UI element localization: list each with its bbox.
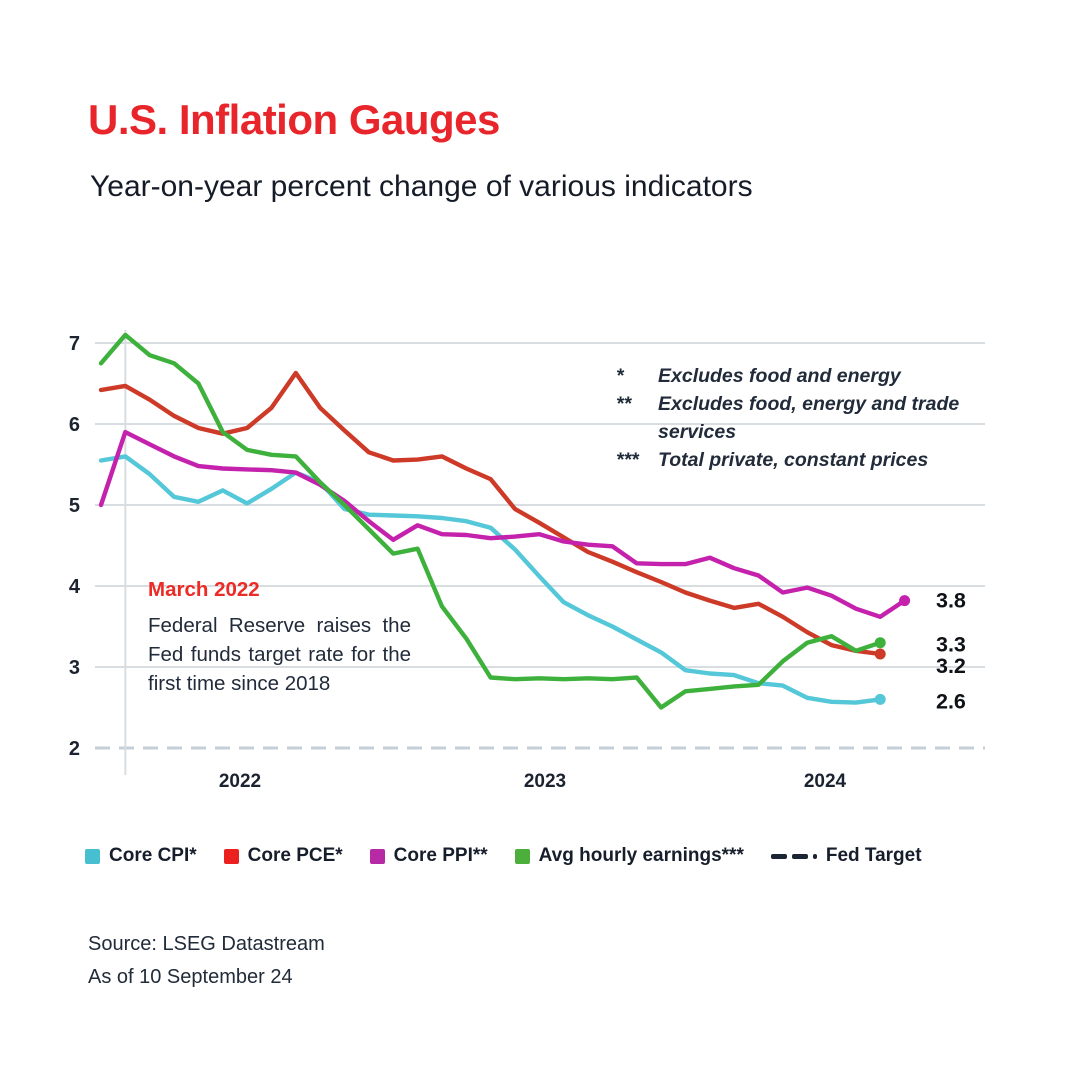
end-value-label-core-pce: 3.2	[936, 654, 966, 678]
footnote-3-text: Total private, constant prices	[658, 449, 929, 472]
footnote-2: ** Excludes food, energy and trade servi…	[616, 390, 988, 446]
x-label-2023: 2023	[524, 771, 566, 792]
y-tick-2: 2	[69, 738, 80, 760]
legend-swatch-icon-core-cpi	[85, 848, 100, 864]
legend-label-core-pce: Core PCE*	[247, 845, 343, 866]
footnote-1-text: Excludes food and energy	[658, 365, 901, 387]
legend-item-core-ppi: Core PPI**	[369, 845, 488, 867]
legend-item-core-cpi: Core CPI*	[85, 845, 197, 867]
end-value-label-core-ppi: 3.8	[936, 589, 966, 613]
legend-label-avg-hourly-earnings: Avg hourly earnings***	[538, 845, 744, 866]
y-tick-6: 6	[69, 414, 80, 436]
chart-legend: Core CPI* Core PCE* Core PPI** Avg hourly e…	[85, 845, 1045, 867]
series-end-dot-core-cpi	[874, 693, 886, 705]
footnote-2-text: Excludes food, energy and trade services	[658, 393, 960, 444]
legend-item-core-pce: Core PCE*	[223, 845, 343, 867]
legend-label-core-cpi: Core CPI*	[109, 845, 197, 866]
y-tick-7: 7	[69, 333, 80, 355]
end-value-label-core-cpi: 2.6	[936, 689, 966, 713]
asof-line: As of 10 September 24	[88, 966, 293, 988]
end-value-label-avg-hourly-earnings: 3.3	[936, 633, 966, 657]
series-line-core-ppi	[98, 429, 907, 619]
annotation-body: Federal Reserve raises the Fed funds tar…	[148, 614, 411, 696]
series-line-core-pce	[98, 370, 883, 657]
legend-swatch-icon-avg-hourly-earnings	[514, 848, 530, 864]
series-end-dot-core-ppi	[899, 595, 911, 607]
page-subtitle: Year-on-year percent change of various i…	[90, 170, 753, 203]
series-end-dot-avg-hourly-earnings	[874, 637, 886, 649]
legend-label-core-ppi: Core PPI**	[393, 845, 488, 866]
x-label-2022: 2022	[219, 771, 261, 792]
footnote-3: *** Total private, constant prices	[616, 446, 988, 474]
footnote-1-marker: *	[616, 365, 624, 387]
series-end-dot-core-pce	[874, 648, 886, 660]
legend-item-avg-hourly-earnings: Avg hourly earnings***	[514, 845, 744, 867]
y-tick-4: 4	[69, 576, 81, 598]
source-line: Source: LSEG Datastream	[88, 933, 325, 955]
series-line-avg-hourly-earnings	[98, 332, 883, 710]
y-tick-5: 5	[69, 495, 80, 517]
inflation-line-chart: 2 3 4 5 6 7 2022 2023 2024 2.6 3.2 3.8 3.3	[69, 330, 985, 792]
legend-swatch-icon-core-ppi	[369, 848, 385, 864]
legend-item-fed-target: Fed Target	[770, 845, 922, 867]
legend-label-fed-target: Fed Target	[825, 845, 922, 866]
march-2022-annotation: March 2022 Federal Reserve raises the Fe…	[148, 578, 411, 698]
dashed-line-icon	[770, 853, 817, 859]
footnotes: * Excludes food and energy ** Excludes f…	[616, 362, 988, 474]
footnote-3-marker: ***	[616, 449, 639, 472]
x-label-2024: 2024	[804, 771, 847, 792]
series-line-core-cpi	[98, 454, 883, 705]
source-block: Source: LSEG Datastream As of 10 Septemb…	[88, 928, 325, 994]
y-tick-3: 3	[69, 657, 80, 679]
footnote-1: * Excludes food and energy	[616, 362, 988, 390]
annotation-heading: March 2022	[148, 578, 260, 601]
legend-swatch-icon-core-pce	[223, 848, 239, 864]
footnote-2-marker: **	[616, 393, 632, 416]
page-title: U.S. Inflation Gauges	[88, 96, 500, 143]
